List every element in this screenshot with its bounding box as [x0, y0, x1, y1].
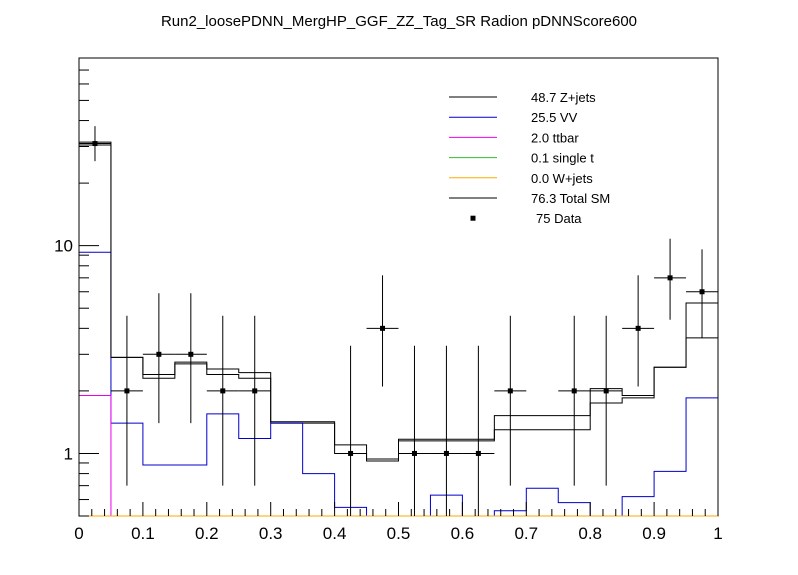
y-tick-label: 10 [54, 237, 73, 256]
data-point-marker [252, 388, 258, 394]
series-layer [78, 141, 718, 517]
axes-layer: 0 0.1 0.2 0.3 0.4 0.5 0.6 0.7 0.8 0.9 1 1 10 [54, 57, 723, 543]
data-point [398, 345, 431, 516]
data-point [654, 238, 687, 320]
data-point-marker [507, 388, 513, 394]
data-point [79, 126, 111, 162]
data-point [174, 293, 207, 424]
legend-label: 76.3 Total SM [531, 191, 610, 206]
data-point [238, 315, 271, 486]
x-tick-label: 0.9 [642, 524, 666, 543]
x-tick-label: 0.4 [323, 524, 347, 543]
legend-entry: 75 Data [470, 211, 582, 226]
legend-label: 48.7 Z+jets [531, 90, 596, 105]
x-tick-label: 0.7 [514, 524, 538, 543]
legend-label: 2.0 ttbar [531, 130, 579, 145]
data-point [462, 345, 495, 516]
legend-entry: 48.7 Z+jets [449, 90, 596, 105]
data-points-layer [79, 126, 718, 516]
chart-title: Run2_loosePDNN_MergHP_GGF_ZZ_Tag_SR Radi… [161, 13, 637, 30]
legend-entry: 2.0 ttbar [449, 130, 579, 145]
data-point [494, 315, 527, 486]
data-point-marker [667, 275, 673, 281]
data-point [142, 293, 175, 424]
data-point-marker [156, 351, 162, 357]
data-point [590, 315, 623, 486]
legend-entry: 0.0 W+jets [449, 171, 593, 186]
data-point [206, 315, 239, 486]
legend-label: 75 Data [536, 211, 582, 226]
data-point-marker [92, 141, 98, 147]
data-point [430, 345, 463, 516]
data-point [558, 315, 591, 486]
series-z-jets [78, 144, 718, 516]
data-point-marker [603, 388, 609, 394]
legend-marker [470, 215, 476, 221]
legend-label: 0.0 W+jets [531, 171, 593, 186]
data-point-marker [443, 450, 449, 456]
data-point-marker [124, 388, 130, 394]
legend-entry: 0.1 single t [449, 151, 594, 166]
x-tick-label: 0.6 [451, 524, 475, 543]
x-tick-label: 0 [74, 524, 83, 543]
x-tick-label: 0.8 [578, 524, 602, 543]
data-point [686, 249, 718, 338]
x-tick-label: 0.2 [195, 524, 219, 543]
data-point-marker [188, 351, 194, 357]
data-point-marker [380, 325, 386, 331]
x-tick-label: 1 [713, 524, 722, 543]
data-point-marker [220, 388, 226, 394]
x-tick-label: 0.5 [387, 524, 411, 543]
legend-label: 25.5 VV [531, 110, 578, 125]
data-point [110, 315, 143, 486]
data-point-marker [475, 450, 481, 456]
legend-entry: 76.3 Total SM [449, 191, 610, 206]
x-tick-label: 0.1 [131, 524, 155, 543]
data-point-marker [699, 289, 705, 295]
data-point [622, 275, 655, 387]
y-tick-label: 1 [64, 444, 73, 463]
series-vv [78, 251, 718, 517]
data-point-marker [411, 450, 417, 456]
data-point [334, 345, 367, 516]
legend-entry: 25.5 VV [449, 110, 578, 125]
legend: 48.7 Z+jets 25.5 VV 2.0 ttbar 0.1 single t 0… [449, 90, 610, 226]
data-point-marker [635, 325, 641, 331]
data-point-marker [571, 388, 577, 394]
data-point [366, 275, 399, 387]
series-total-sm [78, 141, 718, 516]
data-point-marker [348, 450, 354, 456]
legend-label: 0.1 single t [531, 151, 594, 166]
x-tick-label: 0.3 [259, 524, 283, 543]
